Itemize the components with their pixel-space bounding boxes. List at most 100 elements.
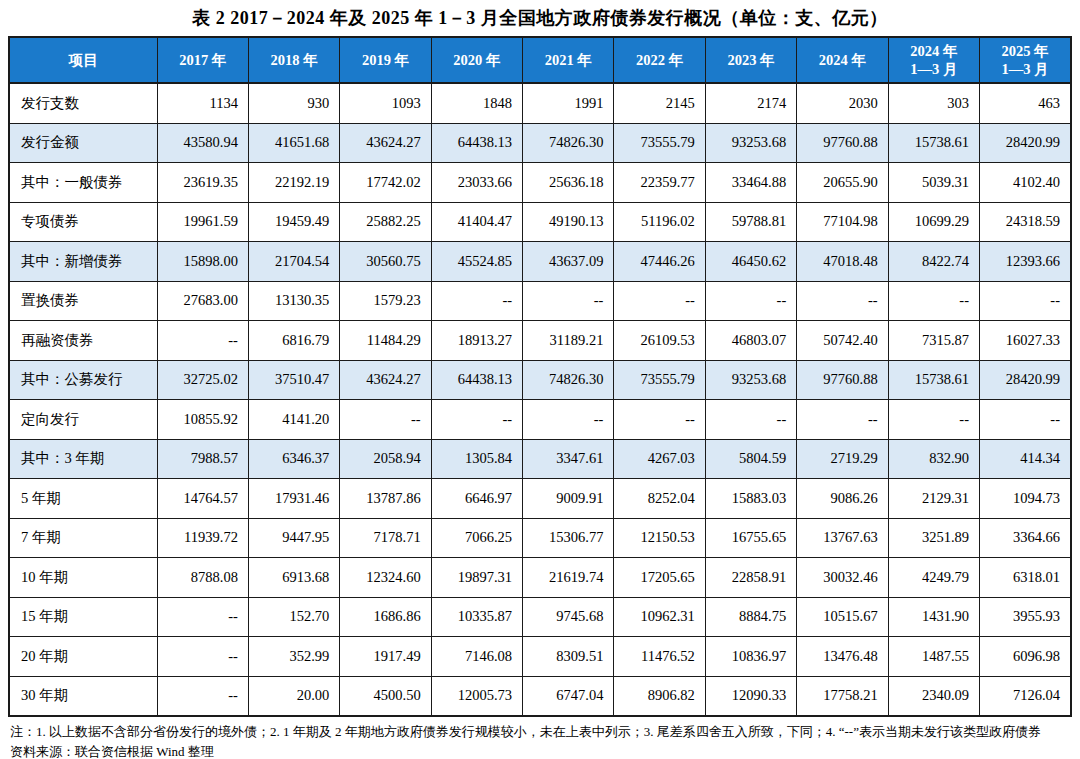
cell-value: 15898.00 bbox=[157, 242, 248, 282]
cell-value: 13767.63 bbox=[797, 518, 888, 558]
cell-value: 22192.19 bbox=[248, 163, 339, 203]
cell-value: 12090.33 bbox=[705, 676, 796, 716]
table-row: 置换债券27683.0013130.351579.23-------------… bbox=[9, 281, 1071, 321]
cell-value: 5804.59 bbox=[705, 439, 796, 479]
cell-value: 4102.40 bbox=[980, 163, 1071, 203]
table-row: 5 年期14764.5717931.4613787.866646.979009.… bbox=[9, 479, 1071, 519]
cell-value: 15883.03 bbox=[705, 479, 796, 519]
table-row: 其中：公募发行32725.0237510.4743624.2764438.137… bbox=[9, 360, 1071, 400]
cell-value: 93253.68 bbox=[705, 360, 796, 400]
cell-value: 12005.73 bbox=[431, 676, 522, 716]
cell-value: 8906.82 bbox=[614, 676, 705, 716]
cell-value: 1093 bbox=[340, 83, 431, 123]
cell-value: 33464.88 bbox=[705, 163, 796, 203]
column-header-period: 2022 年 bbox=[614, 37, 705, 83]
row-label: 定向发行 bbox=[9, 400, 157, 440]
column-header-period: 2021 年 bbox=[523, 37, 614, 83]
cell-value: 22858.91 bbox=[705, 558, 796, 598]
cell-value: 8884.75 bbox=[705, 597, 796, 637]
cell-value: 28420.99 bbox=[980, 360, 1071, 400]
cell-value: -- bbox=[523, 400, 614, 440]
cell-value: 74826.30 bbox=[523, 123, 614, 163]
cell-value: 47446.26 bbox=[614, 242, 705, 282]
cell-value: 13787.86 bbox=[340, 479, 431, 519]
cell-value: -- bbox=[705, 281, 796, 321]
cell-value: 7315.87 bbox=[888, 321, 979, 361]
table-footnotes: 注：1. 以上数据不含部分省份发行的境外债；2. 1 年期及 2 年期地方政府债… bbox=[10, 722, 1070, 759]
cell-value: 15306.77 bbox=[523, 518, 614, 558]
cell-value: -- bbox=[431, 400, 522, 440]
cell-value: 6747.04 bbox=[523, 676, 614, 716]
row-label: 发行金额 bbox=[9, 123, 157, 163]
cell-value: 20655.90 bbox=[797, 163, 888, 203]
cell-value: -- bbox=[888, 281, 979, 321]
cell-value: 19897.31 bbox=[431, 558, 522, 598]
cell-value: 2340.09 bbox=[888, 676, 979, 716]
cell-value: -- bbox=[980, 281, 1071, 321]
cell-value: 13130.35 bbox=[248, 281, 339, 321]
cell-value: 22359.77 bbox=[614, 163, 705, 203]
cell-value: 2145 bbox=[614, 83, 705, 123]
cell-value: 30032.46 bbox=[797, 558, 888, 598]
cell-value: 10699.29 bbox=[888, 202, 979, 242]
cell-value: 11939.72 bbox=[157, 518, 248, 558]
column-header-period: 2025 年 1—3 月 bbox=[980, 37, 1071, 83]
cell-value: 2174 bbox=[705, 83, 796, 123]
cell-value: 2719.29 bbox=[797, 439, 888, 479]
column-header-period: 2017 年 bbox=[157, 37, 248, 83]
cell-value: 10335.87 bbox=[431, 597, 522, 637]
cell-value: 30560.75 bbox=[340, 242, 431, 282]
cell-value: 303 bbox=[888, 83, 979, 123]
table-row: 专项债券19961.5919459.4925882.2541404.474919… bbox=[9, 202, 1071, 242]
cell-value: 9086.26 bbox=[797, 479, 888, 519]
cell-value: 7988.57 bbox=[157, 439, 248, 479]
cell-value: 3955.93 bbox=[980, 597, 1071, 637]
cell-value: 1917.49 bbox=[340, 637, 431, 677]
source-text: 资料来源：联合资信根据 Wind 整理 bbox=[10, 742, 1070, 759]
cell-value: 4500.50 bbox=[340, 676, 431, 716]
table-row: 其中：3 年期7988.576346.372058.941305.843347.… bbox=[9, 439, 1071, 479]
column-header-period: 2023 年 bbox=[705, 37, 796, 83]
cell-value: -- bbox=[157, 637, 248, 677]
cell-value: 1487.55 bbox=[888, 637, 979, 677]
row-label: 其中：公募发行 bbox=[9, 360, 157, 400]
table-row: 定向发行10855.924141.20---------------- bbox=[9, 400, 1071, 440]
cell-value: 43624.27 bbox=[340, 123, 431, 163]
cell-value: 64438.13 bbox=[431, 360, 522, 400]
cell-value: 1579.23 bbox=[340, 281, 431, 321]
cell-value: 17758.21 bbox=[797, 676, 888, 716]
cell-value: -- bbox=[797, 400, 888, 440]
row-label: 专项债券 bbox=[9, 202, 157, 242]
cell-value: 25882.25 bbox=[340, 202, 431, 242]
cell-value: 31189.21 bbox=[523, 321, 614, 361]
cell-value: 414.34 bbox=[980, 439, 1071, 479]
cell-value: 23619.35 bbox=[157, 163, 248, 203]
cell-value: 43637.09 bbox=[523, 242, 614, 282]
table-row: 其中：新增债券15898.0021704.5430560.7545524.854… bbox=[9, 242, 1071, 282]
cell-value: 1305.84 bbox=[431, 439, 522, 479]
row-label: 15 年期 bbox=[9, 597, 157, 637]
cell-value: 15738.61 bbox=[888, 123, 979, 163]
cell-value: -- bbox=[431, 281, 522, 321]
cell-value: 73555.79 bbox=[614, 123, 705, 163]
report-page: 表 2 2017－2024 年及 2025 年 1－3 月全国地方政府债券发行概… bbox=[0, 0, 1080, 759]
cell-value: 6318.01 bbox=[980, 558, 1071, 598]
cell-value: 45524.85 bbox=[431, 242, 522, 282]
cell-value: 25636.18 bbox=[523, 163, 614, 203]
cell-value: 47018.48 bbox=[797, 242, 888, 282]
cell-value: 97760.88 bbox=[797, 123, 888, 163]
cell-value: 41651.68 bbox=[248, 123, 339, 163]
cell-value: 16755.65 bbox=[705, 518, 796, 558]
cell-value: 2030 bbox=[797, 83, 888, 123]
cell-value: 24318.59 bbox=[980, 202, 1071, 242]
cell-value: 10962.31 bbox=[614, 597, 705, 637]
cell-value: 6913.68 bbox=[248, 558, 339, 598]
cell-value: 7146.08 bbox=[431, 637, 522, 677]
cell-value: 6646.97 bbox=[431, 479, 522, 519]
cell-value: 3251.89 bbox=[888, 518, 979, 558]
row-label: 20 年期 bbox=[9, 637, 157, 677]
column-header-period: 2019 年 bbox=[340, 37, 431, 83]
cell-value: 50742.40 bbox=[797, 321, 888, 361]
cell-value: 5039.31 bbox=[888, 163, 979, 203]
cell-value: 2129.31 bbox=[888, 479, 979, 519]
